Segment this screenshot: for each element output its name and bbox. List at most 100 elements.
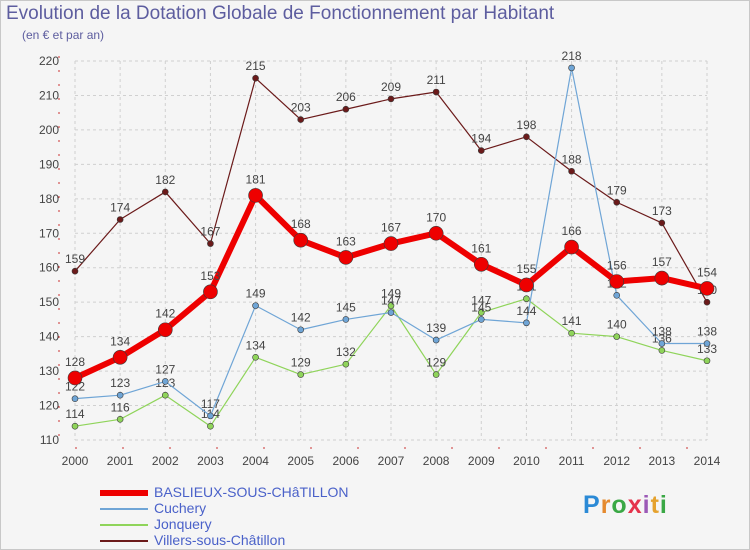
data-label: 215 <box>246 59 266 73</box>
legend-label: Jonquery <box>154 516 212 532</box>
data-label: 133 <box>697 342 717 356</box>
data-point <box>207 422 214 430</box>
data-label: 209 <box>381 80 401 94</box>
chart-legend: BASLIEUX-SOUS-CHâTILLON Cuchery Jonquery Vi… <box>100 484 420 549</box>
x-tick-label: 2001 <box>107 454 134 468</box>
data-label: 198 <box>516 118 536 132</box>
data-point <box>387 309 395 316</box>
proxiti-logo: Proxiti <box>583 491 668 520</box>
legend-item: Jonquery <box>100 516 420 533</box>
data-label: 139 <box>426 321 446 335</box>
y-tick-label: 200 <box>39 123 59 137</box>
x-tick-label: 2005 <box>287 454 314 468</box>
data-point <box>112 350 128 365</box>
data-label: 134 <box>110 334 130 348</box>
y-tick-label: 120 <box>39 399 59 413</box>
data-point <box>67 370 83 386</box>
chart-title: Evolution de la Dotation Globale de Fonc… <box>6 3 555 24</box>
y-tick-label: 160 <box>39 261 59 275</box>
data-label: 167 <box>200 225 220 239</box>
data-point <box>297 371 305 378</box>
x-tick-label: 2003 <box>197 454 224 468</box>
legend-item: Cuchery <box>100 500 420 517</box>
data-label: 116 <box>111 400 130 414</box>
data-label: 155 <box>516 262 536 276</box>
data-point <box>207 240 214 247</box>
x-tick-label: 2010 <box>513 454 540 468</box>
data-label: 163 <box>336 234 356 248</box>
legend-label: BASLIEUX-SOUS-CHâTILLON <box>154 484 349 500</box>
data-label: 141 <box>562 314 582 328</box>
x-tick-label: 2007 <box>378 454 405 468</box>
data-label: 168 <box>291 217 311 231</box>
data-point <box>568 329 575 337</box>
data-label: 129 <box>426 356 446 370</box>
data-point <box>387 95 395 103</box>
data-label: 206 <box>336 90 356 104</box>
data-label: 147 <box>471 294 491 308</box>
chart-subtitle: (en € et par an) <box>22 28 105 42</box>
data-label: 211 <box>427 73 446 87</box>
data-point <box>71 267 79 275</box>
data-point <box>338 250 354 265</box>
data-point <box>477 147 485 154</box>
data-label: 123 <box>110 376 130 390</box>
y-tick-label: 220 <box>39 54 59 68</box>
data-point <box>116 416 124 423</box>
data-label: 114 <box>65 407 84 421</box>
y-tick-label: 190 <box>39 157 59 171</box>
data-point <box>428 225 444 241</box>
data-point <box>523 295 530 303</box>
data-point <box>252 74 259 82</box>
data-point <box>116 391 124 399</box>
data-point <box>161 391 169 399</box>
x-tick-label: 2014 <box>694 454 721 468</box>
y-tick-label: 130 <box>39 364 59 378</box>
data-label: 147 <box>381 294 401 308</box>
data-label: 138 <box>697 325 717 339</box>
data-point <box>207 412 214 420</box>
x-tick-label: 2012 <box>603 454 630 468</box>
data-point <box>252 302 259 309</box>
data-point <box>477 309 485 316</box>
data-label: 127 <box>155 362 175 376</box>
data-point <box>658 340 666 347</box>
data-label: 181 <box>246 172 266 186</box>
data-label: 149 <box>246 287 266 301</box>
x-tick-label: 2011 <box>559 454 585 468</box>
data-point <box>432 88 440 96</box>
data-point <box>342 360 350 368</box>
data-point <box>699 281 715 296</box>
data-point <box>568 64 575 72</box>
data-point <box>116 216 124 223</box>
data-point <box>71 395 79 402</box>
data-label: 149 <box>381 287 401 301</box>
data-point <box>703 340 711 347</box>
y-tick-label: 150 <box>39 295 59 309</box>
data-label: 144 <box>516 304 536 318</box>
data-point <box>387 302 395 309</box>
data-label: 145 <box>336 300 356 314</box>
data-point <box>71 422 79 430</box>
data-label: 188 <box>562 152 582 166</box>
logo-letter: x <box>627 491 643 519</box>
x-tick-label: 2002 <box>152 454 179 468</box>
data-point <box>297 326 305 334</box>
x-tick-label: 2009 <box>468 454 495 468</box>
data-label: 174 <box>110 200 130 214</box>
data-label: 167 <box>381 221 401 235</box>
data-point <box>568 167 575 175</box>
data-label: 153 <box>200 269 220 283</box>
data-point <box>609 274 625 289</box>
data-point <box>564 239 579 255</box>
data-label: 156 <box>607 259 627 273</box>
data-label: 161 <box>471 241 491 255</box>
legend-swatch <box>100 490 148 496</box>
data-label: 173 <box>652 204 672 218</box>
data-label: 159 <box>65 252 85 266</box>
data-point <box>432 336 440 344</box>
data-point <box>613 291 621 299</box>
legend-item: Villers-sous-Châtillon <box>100 532 420 549</box>
data-point <box>477 316 485 323</box>
legend-label: Cuchery <box>154 500 207 516</box>
